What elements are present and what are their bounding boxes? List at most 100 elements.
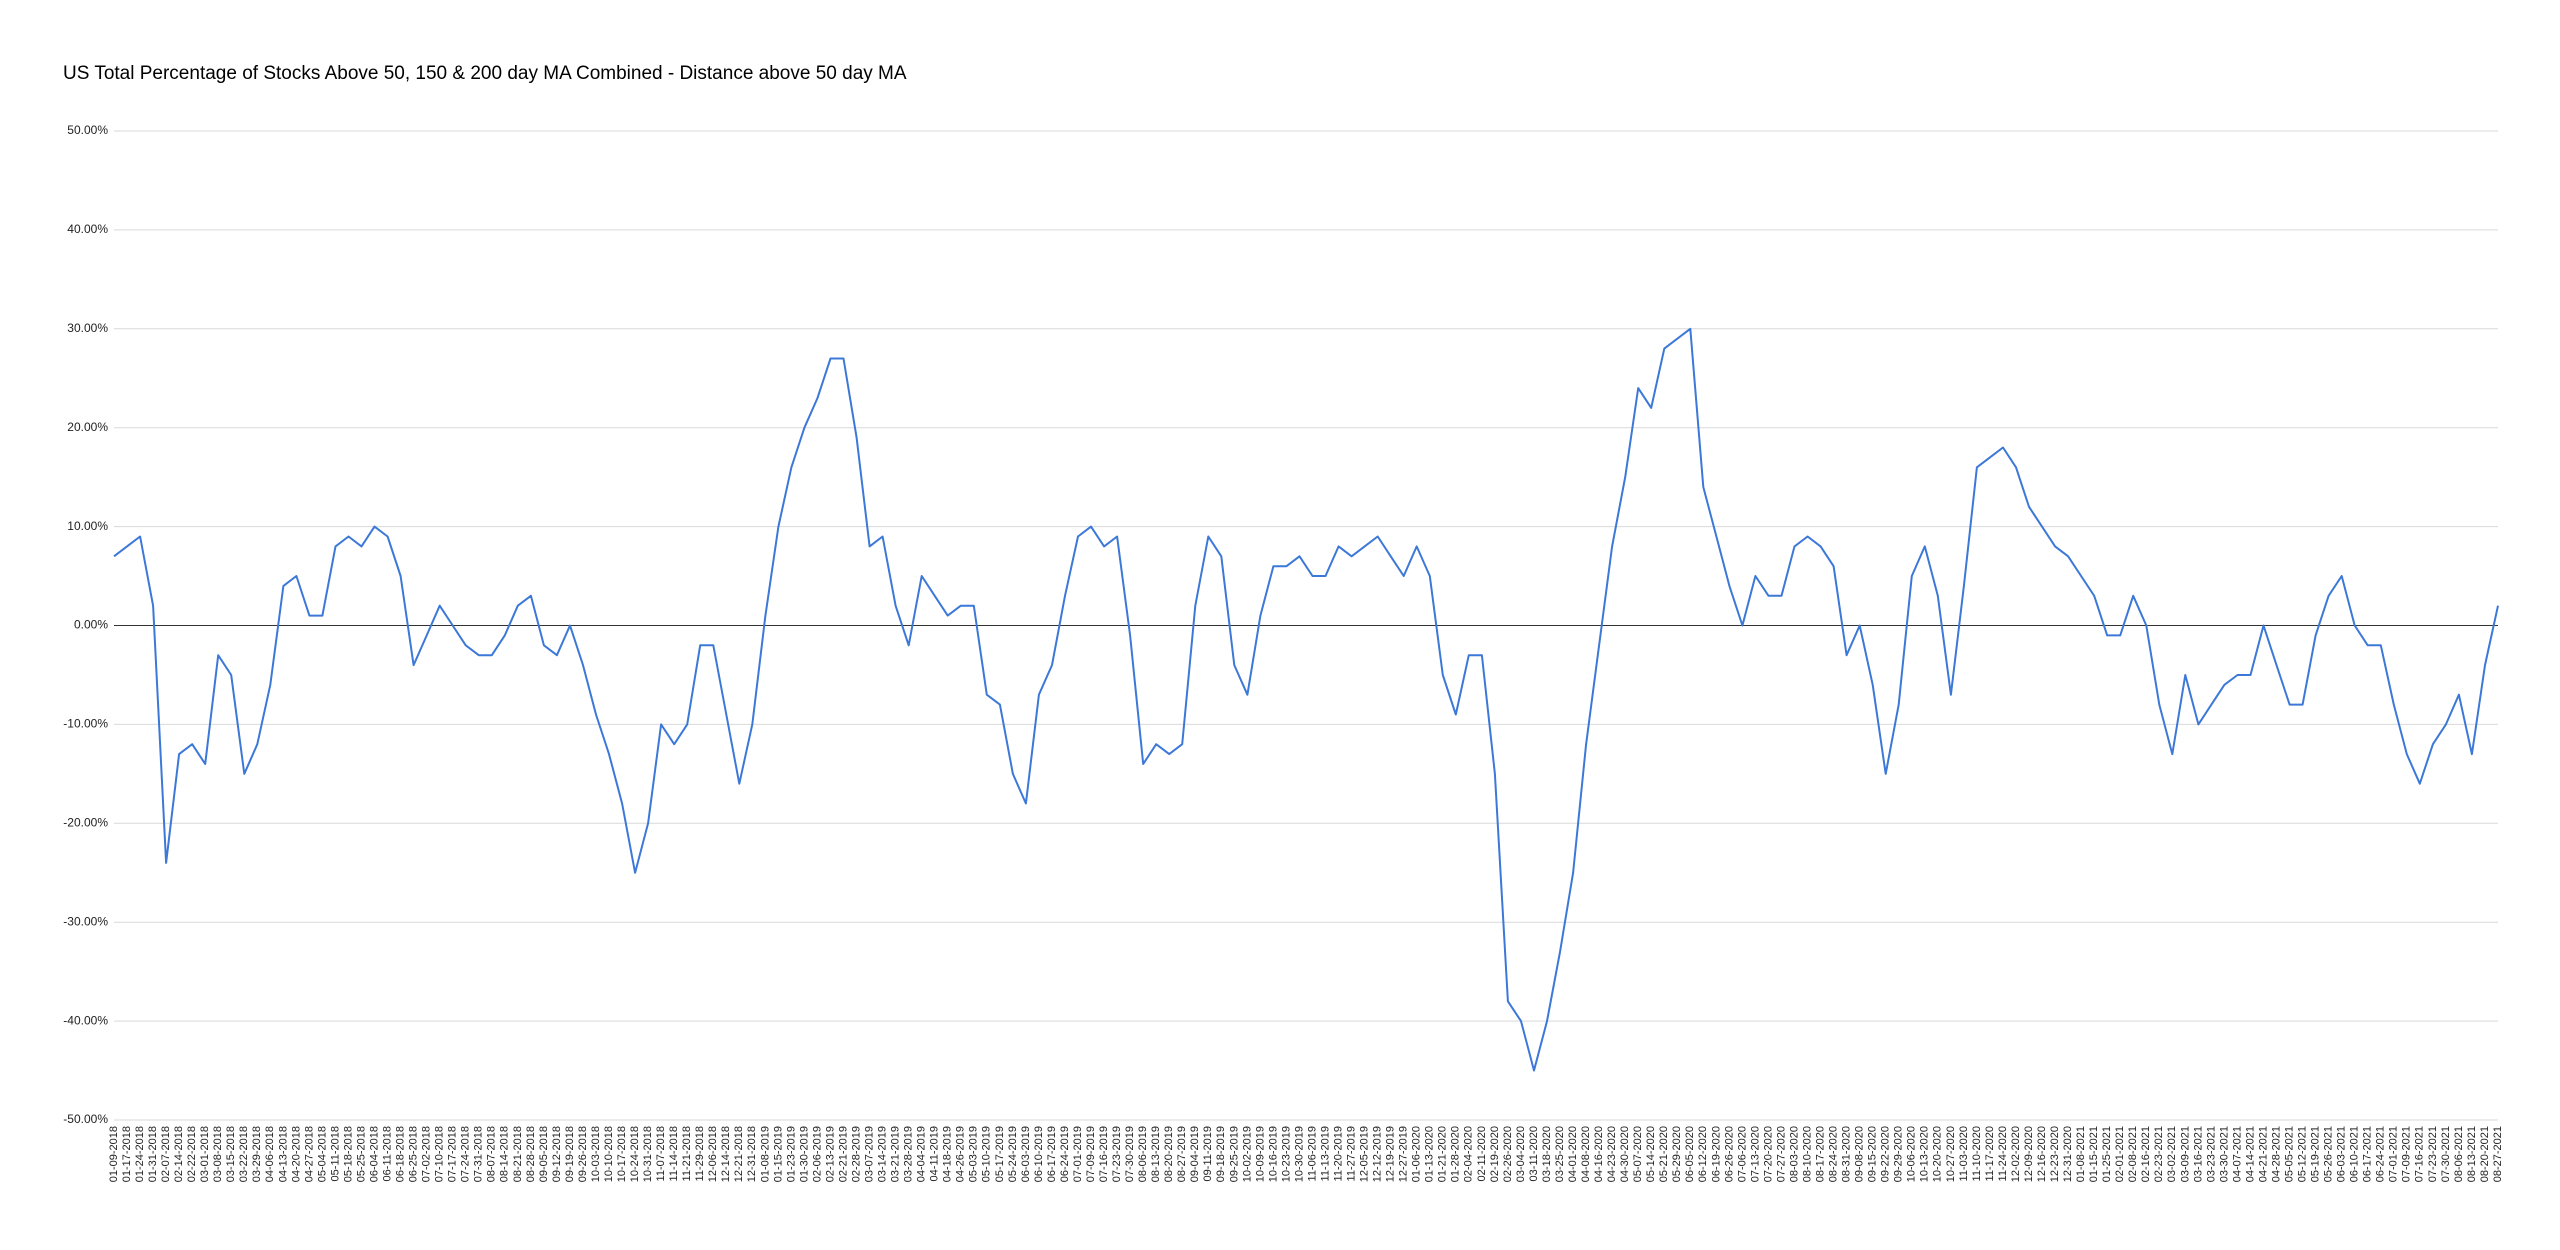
x-tick-label: 06-12-2020 (1697, 1126, 1709, 1182)
x-tick-label: 08-06-2021 (2453, 1126, 2465, 1182)
x-tick-label: 03-29-2018 (251, 1126, 263, 1182)
x-tick-label: 10-06-2020 (1906, 1126, 1918, 1182)
x-tick-label: 02-23-2021 (2153, 1126, 2165, 1182)
x-tick-label: 09-29-2020 (1893, 1126, 1905, 1182)
x-tick-label: 09-18-2019 (1215, 1126, 1227, 1182)
x-tick-label: 06-10-2019 (1033, 1126, 1045, 1182)
x-tick-label: 09-26-2018 (577, 1126, 589, 1182)
x-tick-label: 03-14-2019 (877, 1126, 889, 1182)
x-tick-label: 05-26-2021 (2323, 1126, 2335, 1182)
x-tick-label: 07-01-2021 (2388, 1126, 2400, 1182)
x-tick-label: 07-02-2018 (421, 1126, 433, 1182)
x-tick-label: 05-04-2018 (316, 1126, 328, 1182)
x-tick-label: 04-23-2020 (1606, 1126, 1618, 1182)
x-tick-label: 03-22-2018 (238, 1126, 250, 1182)
x-tick-label: 07-20-2020 (1762, 1126, 1774, 1182)
x-tick-label: 08-20-2021 (2479, 1126, 2491, 1182)
x-tick-label: 05-17-2019 (994, 1126, 1006, 1182)
x-tick-label: 02-26-2020 (1502, 1126, 1514, 1182)
x-tick-label: 11-17-2020 (1984, 1126, 1996, 1181)
x-tick-label: 05-19-2021 (2310, 1126, 2322, 1182)
x-tick-label: 07-24-2018 (460, 1126, 472, 1182)
x-tick-label: 06-04-2018 (368, 1126, 380, 1182)
x-tick-label: 10-02-2019 (1241, 1126, 1253, 1182)
x-tick-label: 07-09-2019 (1085, 1126, 1097, 1182)
x-tick-label: 04-30-2020 (1619, 1126, 1631, 1182)
x-tick-label: 02-01-2021 (2114, 1126, 2126, 1182)
x-tick-label: 05-21-2020 (1658, 1126, 1670, 1182)
y-tick-label: -30.00% (63, 914, 108, 928)
x-tick-label: 07-27-2020 (1775, 1126, 1787, 1182)
x-tick-label: 12-12-2019 (1372, 1126, 1384, 1182)
x-tick-label: 03-07-2019 (863, 1126, 875, 1182)
x-tick-label: 02-14-2018 (173, 1126, 185, 1182)
y-tick-label: 50.00% (67, 123, 108, 137)
y-tick-label: 20.00% (67, 420, 108, 434)
x-tick-label: 04-14-2021 (2244, 1126, 2256, 1182)
x-tick-label: 08-27-2019 (1176, 1126, 1188, 1182)
x-tick-label: 08-13-2019 (1150, 1126, 1162, 1182)
x-tick-label: 11-06-2019 (1306, 1126, 1318, 1181)
x-tick-label: 07-31-2018 (473, 1126, 485, 1182)
x-tick-label: 03-28-2019 (903, 1126, 915, 1182)
x-tick-label: 06-10-2021 (2349, 1126, 2361, 1182)
x-tick-label: 04-04-2019 (916, 1126, 928, 1182)
x-tick-label: 07-23-2021 (2427, 1126, 2439, 1182)
x-tick-label: 05-07-2020 (1632, 1126, 1644, 1182)
x-tick-label: 08-28-2018 (525, 1126, 537, 1182)
x-tick-label: 02-22-2018 (186, 1126, 198, 1182)
x-tick-label: 04-21-2021 (2257, 1126, 2269, 1182)
x-tick-label: 05-24-2019 (1007, 1126, 1019, 1182)
x-tick-label: 08-06-2019 (1137, 1126, 1149, 1182)
x-tick-label: 06-25-2018 (408, 1126, 420, 1182)
x-tick-label: 06-03-2019 (1020, 1126, 1032, 1182)
x-tick-label: 02-19-2020 (1489, 1126, 1501, 1182)
x-tick-label: 05-25-2018 (355, 1126, 367, 1182)
x-tick-label: 08-27-2021 (2492, 1126, 2504, 1182)
chart-title: US Total Percentage of Stocks Above 50, … (63, 63, 907, 84)
x-tick-label: 01-25-2021 (2101, 1126, 2113, 1182)
x-tick-label: 01-24-2018 (134, 1126, 146, 1182)
x-tick-label: 12-16-2020 (2036, 1126, 2048, 1182)
x-tick-label: 03-15-2018 (225, 1126, 237, 1182)
y-tick-label: -20.00% (63, 815, 108, 829)
x-tick-label: 01-08-2019 (759, 1126, 771, 1182)
x-tick-label: 09-25-2019 (1228, 1126, 1240, 1182)
x-tick-label: 05-11-2018 (329, 1126, 341, 1181)
x-tick-label: 03-21-2019 (890, 1126, 902, 1182)
x-tick-label: 05-14-2020 (1645, 1126, 1657, 1182)
x-tick-label: 01-28-2020 (1450, 1126, 1462, 1182)
x-tick-label: 06-03-2021 (2336, 1126, 2348, 1182)
x-tick-label: 04-16-2020 (1593, 1126, 1605, 1182)
x-tick-label: 04-28-2021 (2270, 1126, 2282, 1182)
x-tick-label: 06-17-2019 (1046, 1126, 1058, 1182)
x-tick-label: 08-20-2019 (1163, 1126, 1175, 1182)
x-tick-label: 05-05-2021 (2283, 1126, 2295, 1182)
x-tick-label: 12-09-2020 (2023, 1126, 2035, 1182)
x-tick-label: 12-21-2018 (733, 1126, 745, 1182)
x-tick-label: 11-21-2018 (681, 1126, 693, 1181)
x-tick-label: 05-03-2019 (968, 1126, 980, 1182)
x-tick-label: 01-23-2019 (785, 1126, 797, 1182)
x-tick-label: 07-09-2021 (2401, 1126, 2413, 1182)
y-tick-label: 10.00% (67, 519, 108, 533)
x-tick-label: 09-19-2018 (564, 1126, 576, 1182)
x-tick-label: 02-21-2019 (837, 1126, 849, 1182)
x-tick-label: 04-07-2021 (2231, 1126, 2243, 1182)
x-tick-label: 03-23-2021 (2205, 1126, 2217, 1182)
x-tick-label: 08-17-2020 (1814, 1126, 1826, 1182)
x-tick-label: 07-16-2019 (1098, 1126, 1110, 1182)
x-tick-label: 07-30-2019 (1124, 1126, 1136, 1182)
x-tick-label: 12-23-2020 (2049, 1126, 2061, 1182)
x-tick-label: 09-15-2020 (1867, 1126, 1879, 1182)
x-tick-label: 07-16-2021 (2414, 1126, 2426, 1182)
y-tick-label: -40.00% (63, 1013, 108, 1027)
x-tick-label: 06-05-2020 (1684, 1126, 1696, 1182)
x-tick-label: 07-30-2021 (2440, 1126, 2452, 1182)
x-tick-label: 12-05-2019 (1359, 1126, 1371, 1182)
x-tick-label: 03-11-2020 (1528, 1126, 1540, 1181)
x-tick-label: 10-03-2018 (590, 1126, 602, 1182)
x-tick-label: 04-20-2018 (290, 1126, 302, 1182)
x-tick-label: 05-12-2021 (2296, 1126, 2308, 1182)
x-tick-label: 05-29-2020 (1671, 1126, 1683, 1182)
